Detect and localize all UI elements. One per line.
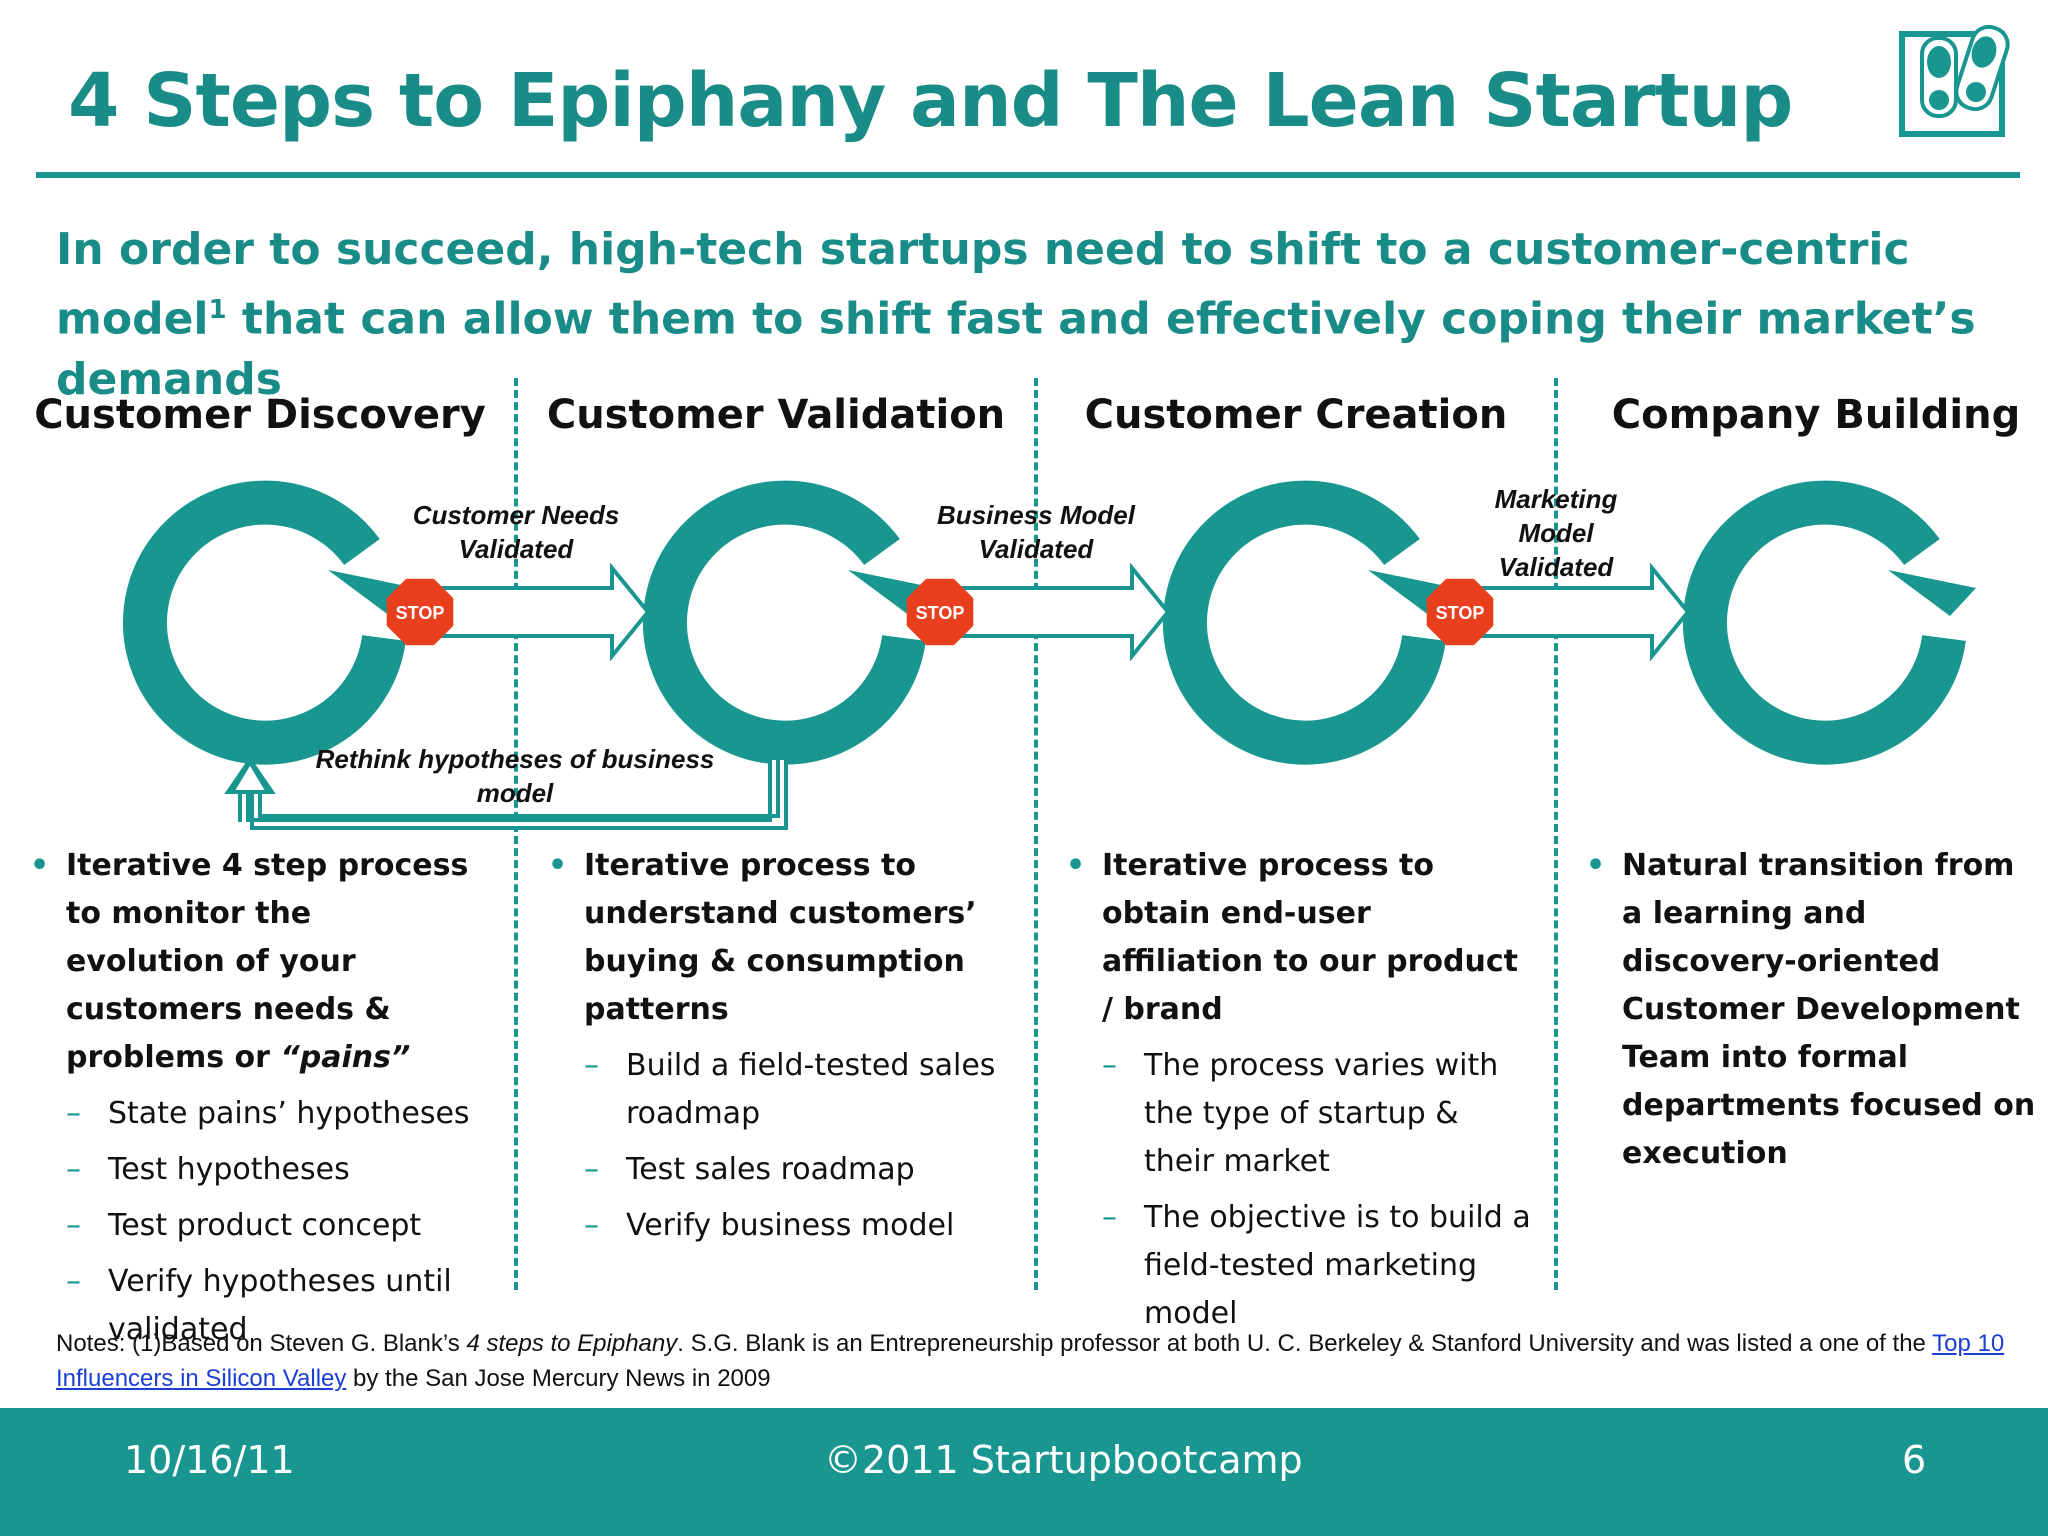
feedback-arrow: [224, 756, 788, 830]
transition-label-3: Marketing Model Validated: [1436, 482, 1676, 584]
main-bullet: Iterative 4 step process to monitor the …: [30, 842, 470, 1082]
sub-bullet: The objective is to build a field-tested…: [1066, 1194, 1536, 1338]
cycle-icon-validation: [643, 480, 936, 765]
stage-divider: [1554, 378, 1558, 1290]
slide-subtitle: In order to succeed, high-tech startups …: [56, 220, 2016, 410]
footnote-text: . S.G. Blank is an Entrepreneurship prof…: [677, 1330, 1933, 1357]
stop-sign-label: STOP: [396, 603, 445, 623]
transition-label-line: Customer Needs: [412, 500, 620, 530]
process-diagram: STOP STOP STOP: [123, 480, 1976, 830]
slide-title: 4 Steps to Epiphany and The Lean Startup: [68, 58, 1793, 144]
main-bullet: Iterative process to obtain end-user aff…: [1066, 842, 1536, 1034]
transition-label-line: Validated: [458, 534, 574, 564]
transition-arrow-3: [1478, 562, 1691, 662]
cycle-icon-creation: [1163, 480, 1456, 765]
influencers-link[interactable]: Top 10 Influencers in Silicon Valley: [56, 1330, 2005, 1392]
footer-copyright: ©2011 Startupbootcamp: [824, 1438, 1303, 1482]
cycle-icon-building: [1683, 480, 1976, 765]
subtitle-main: In order to succeed, high-tech startups …: [56, 224, 1910, 345]
stage-divider: [1034, 378, 1038, 1290]
sub-bullet: Test product concept: [30, 1202, 470, 1250]
main-bullet: Natural transition from a learning and d…: [1586, 842, 2036, 1178]
transition-label-2: Business Model Validated: [916, 498, 1156, 566]
transition-arrow-2: [958, 562, 1171, 662]
sub-bullet: Verify business model: [548, 1202, 1018, 1250]
footnote-marker: 1: [208, 295, 227, 325]
footer-date: 10/16/11: [124, 1438, 295, 1482]
stop-sign-octagon: [906, 578, 974, 646]
title-divider: [36, 172, 2020, 178]
stage-heading-validation: Customer Validation: [546, 392, 1006, 438]
subtitle-rest: that can allow them to shift fast and ef…: [56, 293, 1976, 405]
sub-bullet: Test sales roadmap: [548, 1146, 1018, 1194]
sub-bullet: The process varies with the type of star…: [1066, 1042, 1536, 1186]
stop-sign-octagon: [386, 578, 454, 646]
column-discovery: Iterative 4 step process to monitor the …: [30, 842, 470, 1354]
cycle-icon-discovery: [123, 480, 416, 765]
footnote-text: Notes: (1)Based on Steven G. Blank’s: [56, 1330, 467, 1357]
transition-label-line: Marketing: [1494, 484, 1618, 514]
stop-sign-icon: STOP: [906, 578, 974, 646]
main-bullet: Iterative process to understand customer…: [548, 842, 1018, 1034]
transition-arrow-1: [438, 562, 651, 662]
page-number: 6: [1902, 1438, 1927, 1482]
main-bullet-text: Iterative 4 step process to monitor the …: [66, 848, 469, 1075]
transition-label-line: Validated: [978, 534, 1094, 564]
feedback-label: Rethink hypotheses of business model: [315, 744, 715, 808]
stage-divider: [514, 378, 518, 1290]
sub-bullet: Verify hypotheses until validated: [30, 1258, 470, 1354]
stage-heading-creation: Customer Creation: [1084, 392, 1508, 438]
column-creation: Iterative process to obtain end-user aff…: [1066, 842, 1536, 1338]
slide-footer: 10/16/11 ©2011 Startupbootcamp 6: [0, 1408, 2048, 1536]
stop-sign-label: STOP: [1436, 603, 1485, 623]
stop-sign-label: STOP: [916, 603, 965, 623]
sub-bullet: Test hypotheses: [30, 1146, 470, 1194]
stage-heading-discovery: Customer Discovery: [34, 392, 486, 438]
transition-label-line: Model: [1518, 518, 1594, 548]
transition-label-line: Business Model: [937, 500, 1135, 530]
stop-sign-icon: STOP: [1426, 578, 1494, 646]
footnote: Notes: (1)Based on Steven G. Blank’s 4 s…: [56, 1326, 2016, 1396]
main-bullet-emphasis: “pains”: [280, 1040, 411, 1075]
footnote-book-title: 4 steps to Epiphany: [466, 1330, 678, 1357]
column-building: Natural transition from a learning and d…: [1586, 842, 2036, 1178]
stage-heading-building: Company Building: [1611, 392, 2021, 438]
transition-label-1: Customer Needs Validated: [396, 498, 636, 566]
stop-sign-icon: STOP: [386, 578, 454, 646]
sub-bullet: Build a field-tested sales roadmap: [548, 1042, 1018, 1138]
transition-label-line: Validated: [1498, 552, 1614, 582]
footprints-icon: [1899, 24, 2010, 137]
column-validation: Iterative process to understand customer…: [548, 842, 1018, 1250]
sub-bullet: State pains’ hypotheses: [30, 1090, 470, 1138]
stop-sign-octagon: [1426, 578, 1494, 646]
footnote-text: by the San Jose Mercury News in 2009: [346, 1365, 771, 1392]
